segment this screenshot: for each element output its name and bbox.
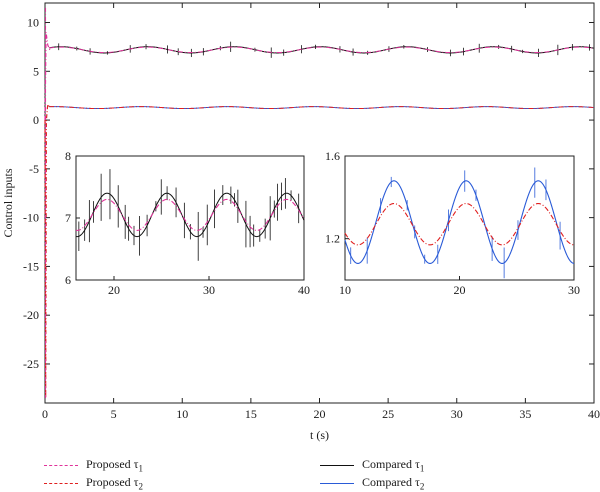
y-tick-label: 5 <box>33 64 39 78</box>
inset-left-x-tick-label: 20 <box>108 283 120 297</box>
inset-right-y-tick-label: 1.6 <box>325 149 340 163</box>
inset-right-x-tick-label: 30 <box>568 283 580 297</box>
inset-left-plot: 20 30 40 8 7 6 <box>65 149 310 297</box>
x-tick-label: 40 <box>588 407 600 421</box>
legend-label-proposed-tau2: Proposed τ2 <box>86 474 143 492</box>
legend-label-proposed-tau1: Proposed τ1 <box>86 456 143 474</box>
legend-swatch-compared-tau2 <box>320 482 354 484</box>
y-tick-label: -15 <box>23 259 39 273</box>
inset-right-x-tick-label: 20 <box>454 283 466 297</box>
legend-item-proposed-tau2: Proposed τ2 <box>44 474 143 492</box>
inset-left-proposed-tau1-line <box>75 198 305 231</box>
inset-left-y-tick-label: 8 <box>65 149 71 163</box>
inset-left-x-tick-label: 40 <box>298 283 310 297</box>
legend-item-proposed-tau1: Proposed τ1 <box>44 456 143 474</box>
inset-left-x-tick-label: 30 <box>203 283 215 297</box>
inset-right-x-tick-label: 10 <box>339 283 351 297</box>
inset-right-y-tick-label: 1.2 <box>325 232 340 246</box>
legend-label-compared-tau2: Compared τ2 <box>362 474 425 492</box>
series-proposed-tau1-line <box>49 46 595 54</box>
main-plot: 0 5 10 15 20 25 30 35 40 10 5 0 -5 -10 -15 -20 -25 t (s) C… <box>1 2 600 442</box>
y-tick-label: 10 <box>27 16 39 30</box>
x-axis-label: t (s) <box>310 428 329 442</box>
y-tick-label: 0 <box>33 113 39 127</box>
inset-right-frame <box>344 155 575 281</box>
x-tick-label: 20 <box>314 407 326 421</box>
x-tick-label: 35 <box>519 407 531 421</box>
legend: Proposed τ1 Proposed τ2 Compared τ1 Comp… <box>0 446 600 492</box>
legend-label-compared-tau1: Compared τ1 <box>362 456 425 474</box>
x-tick-label: 30 <box>451 407 463 421</box>
legend-swatch-proposed-tau1 <box>44 464 78 466</box>
y-axis-label: Control inputs <box>1 168 15 237</box>
y-tick-label: -25 <box>23 357 39 371</box>
series-proposed-tau2-line <box>49 106 595 110</box>
inset-right-compared-tau2-line <box>344 180 575 264</box>
chart-area: 0 5 10 15 20 25 30 35 40 10 5 0 -5 -10 -15 -20 -25 t (s) C… <box>1 2 600 442</box>
legend-item-compared-tau2: Compared τ2 <box>320 474 424 492</box>
x-tick-label: 5 <box>111 407 117 421</box>
inset-left-y-tick-label: 6 <box>65 273 71 287</box>
inset-left-y-tick-label: 7 <box>65 211 71 225</box>
legend-item-compared-tau1: Compared τ1 <box>320 456 424 474</box>
legend-swatch-proposed-tau2 <box>44 482 78 484</box>
y-tick-label: -5 <box>29 162 39 176</box>
y-tick-label: -10 <box>23 211 39 225</box>
x-tick-label: 25 <box>382 407 394 421</box>
inset-right-plot: 10 20 30 1.6 1.2 <box>325 149 580 297</box>
legend-swatch-compared-tau1 <box>320 464 354 466</box>
x-tick-label: 15 <box>245 407 257 421</box>
x-tick-label: 0 <box>42 407 48 421</box>
inset-left-frame <box>75 155 305 281</box>
series-compared-tau1-line <box>49 46 595 54</box>
y-tick-label: -20 <box>23 308 39 322</box>
inset-right-proposed-tau2-line <box>344 202 575 246</box>
x-tick-label: 10 <box>176 407 188 421</box>
